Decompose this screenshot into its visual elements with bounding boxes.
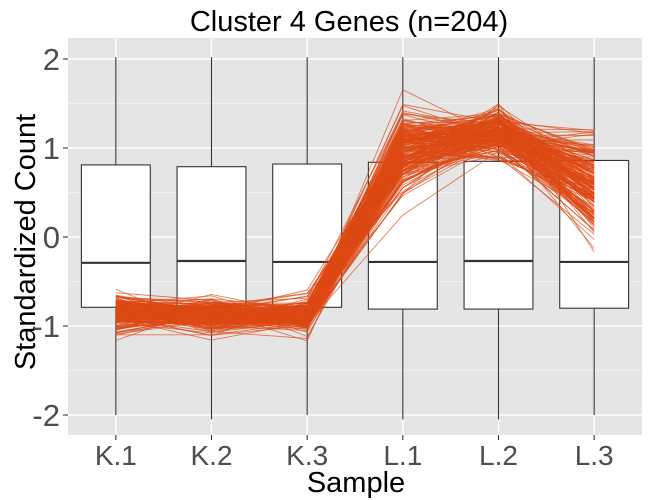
gene-profile-line bbox=[115, 134, 595, 323]
x-tick-label: K.3 bbox=[286, 440, 328, 471]
gene-profile-line bbox=[115, 127, 595, 330]
gene-profile-line bbox=[115, 131, 595, 316]
boxplot-k-1 bbox=[80, 57, 151, 415]
box bbox=[272, 163, 343, 308]
gene-profile-lines bbox=[115, 89, 595, 342]
gene-profile-line bbox=[115, 119, 595, 318]
x-axis-title: Sample bbox=[307, 467, 405, 499]
y-tick-label: -2 bbox=[32, 398, 60, 433]
box bbox=[176, 166, 247, 307]
x-tick-label: L.1 bbox=[383, 440, 422, 471]
x-tick-label: L.2 bbox=[479, 440, 518, 471]
x-tick-label: K.2 bbox=[190, 440, 232, 471]
gene-profile-line bbox=[115, 133, 595, 325]
y-tick-label: 1 bbox=[43, 131, 60, 166]
y-tick-label: -1 bbox=[32, 309, 60, 344]
x-tick-label: K.1 bbox=[95, 440, 137, 471]
y-tick-label: 0 bbox=[43, 220, 60, 255]
x-tick-label: L.3 bbox=[575, 440, 614, 471]
gene-profile-line bbox=[115, 136, 595, 318]
x-axis: K.1 K.2 K.3 L.1 L.2 L.3 bbox=[95, 435, 614, 471]
y-axis: -2 -1 0 1 2 bbox=[32, 42, 68, 433]
box bbox=[463, 160, 534, 310]
y-tick-label: 2 bbox=[43, 42, 60, 77]
boxplot-k-3 bbox=[272, 57, 343, 415]
gene-profile-line bbox=[115, 107, 595, 319]
box bbox=[80, 164, 151, 308]
gene-profile-line bbox=[115, 131, 595, 333]
chart-title: Cluster 4 Genes (n=204) bbox=[190, 6, 508, 38]
y-axis-title: Standardized Count bbox=[10, 114, 42, 370]
boxplot-k-2 bbox=[176, 57, 247, 420]
gene-profile-line bbox=[115, 138, 595, 333]
boxplot-l-2 bbox=[463, 57, 534, 420]
boxplots bbox=[80, 57, 630, 420]
